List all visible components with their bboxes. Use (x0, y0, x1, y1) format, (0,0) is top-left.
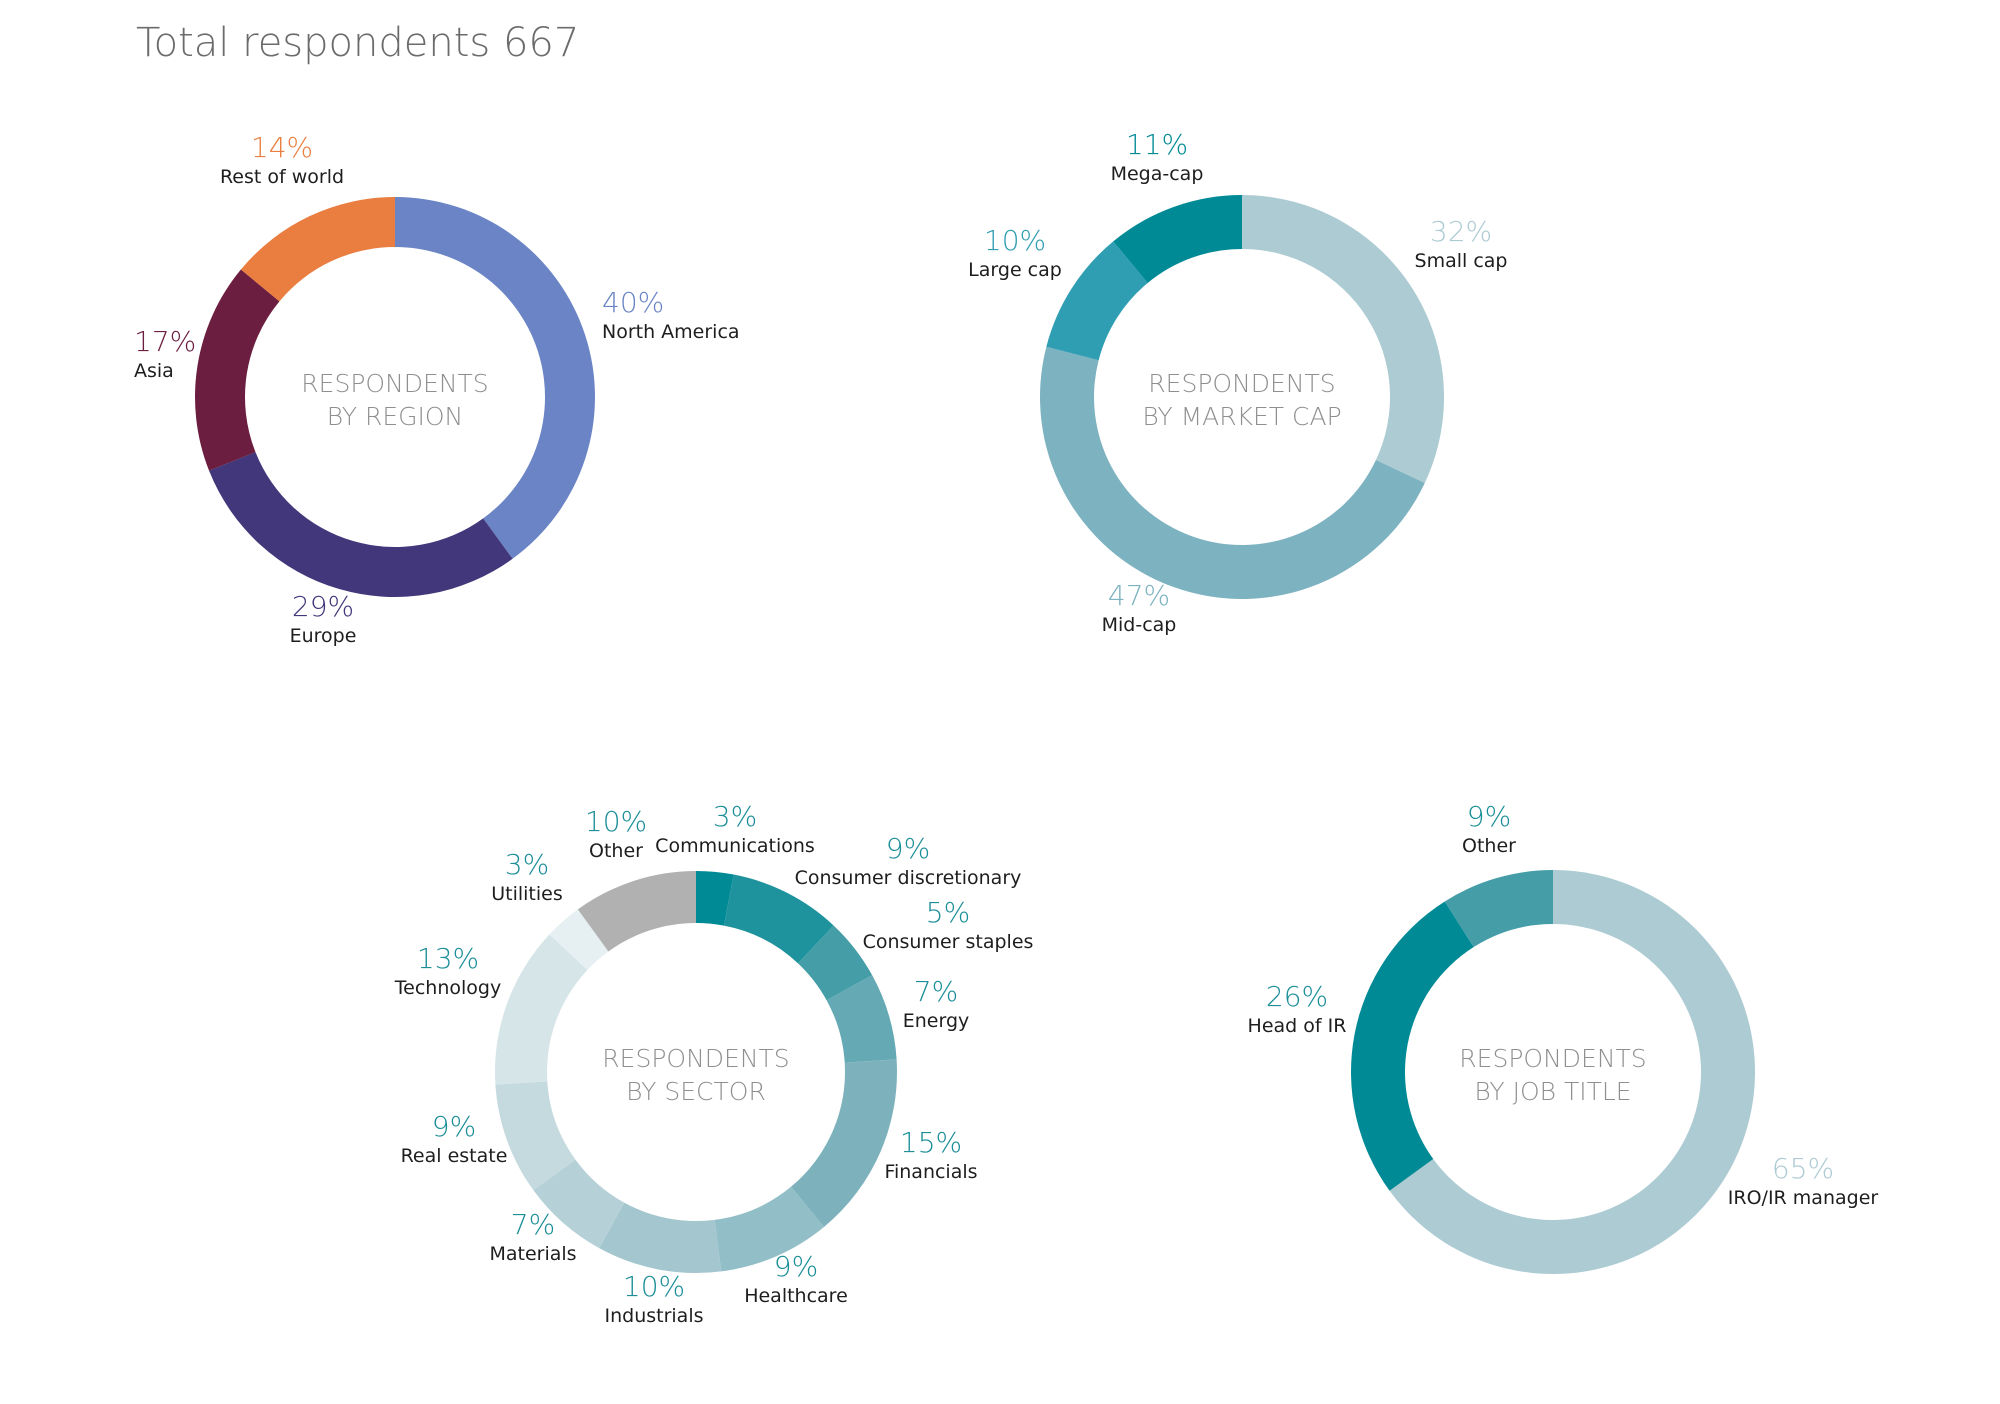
center-title-line: RESPONDENTS (301, 369, 488, 398)
slice-percent-europe: 29% (292, 590, 354, 623)
slice-iro-ir-manager (1389, 870, 1755, 1274)
slice-head-of-ir (1350, 901, 1474, 1191)
slice-large-cap (1046, 241, 1148, 361)
page-title: Total respondents 667 (136, 20, 580, 66)
slice-rest-of-world (240, 197, 395, 302)
slice-other (1444, 870, 1553, 948)
slice-label-iro-ir-manager: IRO/IR manager (1728, 1187, 1879, 1209)
donut-chart-respondents-by-sector: 3%Communications 9%Consumer discretionary… (394, 800, 1034, 1327)
center-title-line: BY MARKET CAP (1142, 402, 1341, 431)
donut-chart-respondents-by-region: 40%North America 29%Europe 17%Asia 14%Rest … (134, 131, 740, 647)
slice-percent-other: 9% (1467, 800, 1511, 833)
center-title-line: RESPONDENTS (1148, 369, 1335, 398)
slice-label-rest-of-world: Rest of world (220, 166, 344, 188)
slice-label-head-of-ir: Head of IR (1248, 1015, 1347, 1037)
slice-percent-energy: 7% (914, 975, 958, 1008)
slice-financials (790, 1059, 897, 1227)
slice-materials (533, 1159, 625, 1249)
slice-percent-iro-ir-manager: 65% (1772, 1152, 1834, 1185)
donut-chart-respondents-by-market-cap: 32%Small cap 47%Mid-cap 10%Large cap 11%Meg… (968, 128, 1507, 636)
slice-small-cap (1242, 195, 1444, 484)
slice-label-north-america: North America (602, 321, 740, 343)
slice-communications (696, 871, 734, 926)
slice-label-consumer-staples: Consumer staples (863, 931, 1034, 953)
slice-percent-industrials: 10% (623, 1270, 685, 1303)
slice-percent-real-estate: 9% (432, 1110, 476, 1143)
slice-industrials (599, 1202, 722, 1273)
slice-label-europe: Europe (290, 625, 357, 647)
slice-mega-cap (1113, 195, 1242, 283)
slice-europe (209, 452, 513, 598)
slice-percent-other: 10% (585, 805, 647, 838)
slice-label-real-estate: Real estate (401, 1145, 508, 1167)
slice-percent-north-america: 40% (602, 286, 664, 319)
slice-consumer-staples (797, 925, 873, 1001)
slice-label-small-cap: Small cap (1415, 250, 1508, 272)
slice-label-financials: Financials (884, 1161, 977, 1183)
slice-label-industrials: Industrials (604, 1305, 703, 1327)
slice-consumer-discretionary (723, 874, 834, 964)
slice-label-mega-cap: Mega-cap (1111, 163, 1204, 185)
slice-label-asia: Asia (134, 360, 174, 382)
slice-percent-utilities: 3% (505, 848, 549, 881)
slice-healthcare (714, 1186, 825, 1272)
center-title-line: BY REGION (327, 402, 464, 431)
slice-percent-mega-cap: 11% (1126, 128, 1188, 161)
slice-north-america (395, 197, 596, 559)
center-title-line: RESPONDENTS (602, 1044, 789, 1073)
center-title-line: RESPONDENTS (1459, 1044, 1646, 1073)
slice-percent-materials: 7% (511, 1208, 555, 1241)
slice-percent-consumer-discretionary: 9% (886, 832, 930, 865)
slice-percent-large-cap: 10% (984, 224, 1046, 257)
slice-label-consumer-discretionary: Consumer discretionary (795, 867, 1022, 889)
slice-percent-asia: 17% (134, 325, 196, 358)
slice-percent-head-of-ir: 26% (1266, 980, 1328, 1013)
slice-percent-technology: 13% (417, 942, 479, 975)
slice-label-technology: Technology (394, 977, 501, 999)
slice-energy (826, 975, 897, 1063)
slice-label-large-cap: Large cap (968, 259, 1062, 281)
slice-label-energy: Energy (903, 1010, 970, 1032)
slice-technology (495, 934, 588, 1085)
center-title-line: BY SECTOR (626, 1077, 766, 1106)
slice-percent-communications: 3% (713, 800, 757, 833)
slice-percent-financials: 15% (900, 1126, 962, 1159)
slice-label-communications: Communications (655, 835, 815, 857)
slice-percent-rest-of-world: 14% (251, 131, 313, 164)
slice-percent-healthcare: 9% (774, 1250, 818, 1283)
slice-label-other: Other (589, 840, 643, 862)
slice-label-materials: Materials (489, 1243, 576, 1265)
slice-utilities (549, 909, 609, 971)
slice-percent-consumer-staples: 5% (926, 896, 970, 929)
slice-percent-small-cap: 32% (1430, 215, 1492, 248)
slice-label-mid-cap: Mid-cap (1102, 614, 1177, 636)
slice-mid-cap (1040, 346, 1425, 599)
center-title-line: BY JOB TITLE (1474, 1077, 1631, 1106)
slice-real-estate (495, 1081, 576, 1191)
donut-chart-respondents-by-job-title: 65%IRO/IR manager 26%Head of IR 9%Other RES… (1248, 800, 1879, 1274)
slice-label-utilities: Utilities (491, 883, 563, 905)
slice-label-healthcare: Healthcare (744, 1285, 848, 1307)
slice-label-other: Other (1462, 835, 1516, 857)
slice-asia (195, 269, 280, 471)
slice-percent-mid-cap: 47% (1108, 579, 1170, 612)
slice-other (577, 871, 696, 952)
